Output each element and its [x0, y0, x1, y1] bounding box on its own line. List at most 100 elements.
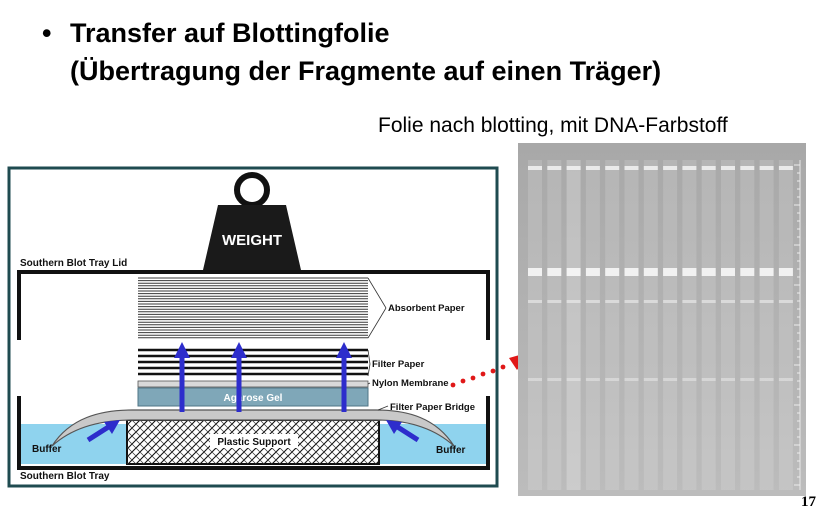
- lane-band: [682, 378, 697, 381]
- absorbent-paper-label: Absorbent Paper: [388, 303, 465, 314]
- weight-icon: [203, 172, 301, 270]
- lane-smear: [778, 160, 793, 490]
- membrane-ruler: [794, 160, 801, 490]
- filter-paper-label: Filter Paper: [372, 359, 425, 370]
- lane-band: [701, 268, 716, 276]
- lane-smear: [759, 160, 774, 490]
- lane-band: [663, 268, 678, 276]
- lane-smear: [721, 160, 735, 490]
- southern-blot-tray: [17, 396, 490, 470]
- filter-paper-stack: [138, 348, 368, 376]
- lane-well: [701, 166, 716, 170]
- nylon-membrane-label: Nylon Membrane: [372, 378, 449, 389]
- lane-band: [547, 300, 562, 303]
- lane-band: [701, 300, 716, 303]
- agarose-gel: [137, 387, 369, 407]
- lane-band: [528, 268, 542, 276]
- lane-band: [682, 268, 697, 276]
- lane-band: [585, 300, 600, 303]
- lane-band: [528, 300, 542, 303]
- buffer-left-label: Buffer: [32, 444, 62, 455]
- lane-well: [643, 166, 658, 170]
- tray-label: Southern Blot Tray: [20, 471, 110, 482]
- lane-band: [566, 268, 581, 276]
- lane-smear: [643, 160, 658, 490]
- lane-band: [778, 300, 793, 303]
- arrow-up-2-head: [231, 342, 247, 358]
- lane-band: [605, 378, 620, 381]
- lane-well: [778, 166, 793, 170]
- lane-band: [643, 378, 658, 381]
- lane-well: [759, 166, 774, 170]
- lane-well: [663, 166, 678, 170]
- lane-well: [721, 166, 735, 170]
- membrane-lanes: [528, 160, 793, 490]
- lane-band: [585, 378, 600, 381]
- lane-smear: [663, 160, 678, 490]
- plastic-support-label: Plastic Support: [217, 437, 291, 448]
- arrow-up-1-head: [174, 342, 190, 358]
- lane-band: [566, 300, 581, 303]
- lane-band: [663, 300, 678, 303]
- lane-band: [605, 300, 620, 303]
- title-line-2: (Übertragung der Fragmente auf einen Trä…: [70, 56, 662, 86]
- lane-band: [778, 378, 793, 381]
- tray-lid: [17, 270, 490, 340]
- lane-band: [624, 300, 639, 303]
- lane-band: [547, 378, 562, 381]
- weight-label: WEIGHT: [222, 232, 282, 249]
- plastic-support-label-bg: [210, 434, 298, 448]
- lane-band: [566, 378, 581, 381]
- absorbent-paper-stack: [138, 277, 368, 339]
- arrow-up-3-head: [336, 342, 352, 358]
- tray-lid-label: Southern Blot Tray Lid: [20, 258, 127, 269]
- lane-band: [528, 378, 542, 381]
- lane-band: [721, 378, 735, 381]
- lane-well: [682, 166, 697, 170]
- lane-smear: [528, 160, 542, 490]
- lane-band: [643, 268, 658, 276]
- bullet-dot: •: [42, 18, 52, 48]
- lane-well: [624, 166, 639, 170]
- membrane-background: [518, 143, 806, 496]
- southern-blot-diagram: WEIGHT Southern Blot Tray Lid Agarose Ge…: [7, 166, 499, 488]
- buffer-right-label: Buffer: [436, 445, 466, 456]
- lane-well: [585, 166, 600, 170]
- lane-band: [721, 300, 735, 303]
- lane-smear: [547, 160, 562, 490]
- lane-band: [721, 268, 735, 276]
- arrow-right-wick: [394, 423, 420, 443]
- lane-well: [566, 166, 581, 170]
- lane-smear: [682, 160, 697, 490]
- lane-smear: [605, 160, 620, 490]
- lane-band: [547, 268, 562, 276]
- lane-well: [528, 166, 542, 170]
- image-caption: Folie nach blotting, mit DNA-Farbstoff: [378, 114, 728, 137]
- lane-band: [663, 378, 678, 381]
- lane-band: [682, 300, 697, 303]
- lane-band: [740, 268, 755, 276]
- lane-band: [778, 268, 793, 276]
- blot-membrane-photo: [518, 143, 806, 496]
- transfer-arrows: [86, 342, 420, 443]
- lane-smear: [624, 160, 639, 490]
- lane-well: [547, 166, 562, 170]
- nylon-membrane: [137, 380, 369, 388]
- arrow-right-wick-head: [386, 420, 402, 434]
- lane-band: [585, 268, 600, 276]
- arrow-left-wick: [86, 423, 112, 443]
- lane-band: [701, 378, 716, 381]
- lane-band: [740, 378, 755, 381]
- lane-band: [740, 300, 755, 303]
- lane-smear: [566, 160, 581, 490]
- agarose-gel-label: Agarose Gel: [224, 393, 283, 404]
- lane-smear: [740, 160, 755, 490]
- lane-band: [624, 378, 639, 381]
- arrow-left-wick-head: [104, 420, 120, 434]
- filter-paper-bridge-label: Filter Paper Bridge: [390, 402, 475, 413]
- lane-band: [759, 378, 774, 381]
- lane-smear: [585, 160, 600, 490]
- lane-band: [759, 268, 774, 276]
- lane-band: [605, 268, 620, 276]
